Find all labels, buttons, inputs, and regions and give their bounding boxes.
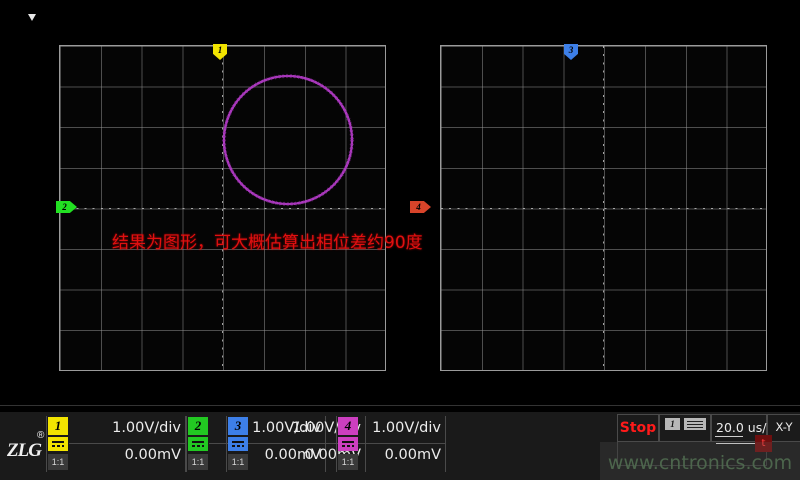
- channel-badge-1[interactable]: 1: [48, 417, 68, 435]
- coupling-icon-4[interactable]: [338, 437, 358, 451]
- logo-text: ZLG: [7, 440, 42, 461]
- channel-divider-4: [359, 443, 445, 444]
- coupling-icon-2[interactable]: [188, 437, 208, 451]
- delay-marker[interactable]: t: [755, 435, 772, 452]
- status-secondary-frame: [617, 442, 767, 466]
- channel-cell-1[interactable]: 1 1:1 1.00V/div 0.00mV: [46, 416, 186, 472]
- run-stop-button[interactable]: Stop: [617, 414, 659, 442]
- channel-marker-4[interactable]: 4: [410, 201, 431, 213]
- channel-badge-3[interactable]: 3: [228, 417, 248, 435]
- channel-cell-2[interactable]: 2 1:1 1.00V/div 0.00mV: [186, 416, 326, 472]
- channel-badge-2[interactable]: 2: [188, 417, 208, 435]
- channel-cell-4[interactable]: 4 1:1 1.00V/div 0.00mV: [336, 416, 446, 472]
- channel-offset-2[interactable]: 0.00mV: [264, 447, 321, 463]
- channel-divider-3: [249, 443, 365, 444]
- center-axis-horizontal-right: [441, 207, 766, 209]
- trigger-level-arrow-icon: [28, 14, 36, 21]
- timebase-label: 20.0 us/: [716, 420, 767, 435]
- zlg-logo: ZLG ®: [4, 420, 52, 466]
- waveform-display[interactable]: 1 2 3 4 结果为图形，可大概估算出相位差约90度: [0, 0, 800, 405]
- trigger-type-icon[interactable]: [684, 418, 706, 430]
- lissajous-trace: [221, 73, 355, 207]
- annotation-text: 结果为图形，可大概估算出相位差约90度: [112, 233, 423, 253]
- center-axis-horizontal-left: [60, 207, 385, 209]
- trigger-source-badge[interactable]: 1: [665, 418, 680, 430]
- run-stop-label: Stop: [619, 420, 657, 436]
- watermark-backdrop: [600, 442, 800, 480]
- probe-ratio-2[interactable]: 1:1: [188, 454, 208, 470]
- xy-mode-label: X-Y: [775, 420, 793, 434]
- watermark-text: www.cntronics.com: [607, 452, 793, 474]
- registered-mark-icon: ®: [37, 430, 45, 441]
- graticule-left[interactable]: [59, 45, 386, 371]
- probe-ratio-3[interactable]: 1:1: [228, 454, 248, 470]
- channel-offset-1[interactable]: 0.00mV: [124, 447, 181, 463]
- trigger-indicator[interactable]: 1: [659, 414, 711, 442]
- delay-pointer-line: [716, 443, 756, 444]
- channel-scale-2[interactable]: 1.00V/div: [252, 420, 321, 436]
- probe-ratio-4[interactable]: 1:1: [338, 454, 358, 470]
- xy-mode-indicator[interactable]: X-Y: [767, 414, 800, 442]
- channel-scale-4[interactable]: 1.00V/div: [372, 420, 441, 436]
- timebase-underline: [715, 436, 743, 437]
- channel-divider-1: [69, 443, 185, 444]
- graticule-right[interactable]: [440, 45, 767, 371]
- channel-offset-4[interactable]: 0.00mV: [384, 447, 441, 463]
- probe-ratio-1[interactable]: 1:1: [48, 454, 68, 470]
- coupling-icon-3[interactable]: [228, 437, 248, 451]
- channel-badge-4[interactable]: 4: [338, 417, 358, 435]
- coupling-icon-1[interactable]: [48, 437, 68, 451]
- channel-scale-1[interactable]: 1.00V/div: [112, 420, 181, 436]
